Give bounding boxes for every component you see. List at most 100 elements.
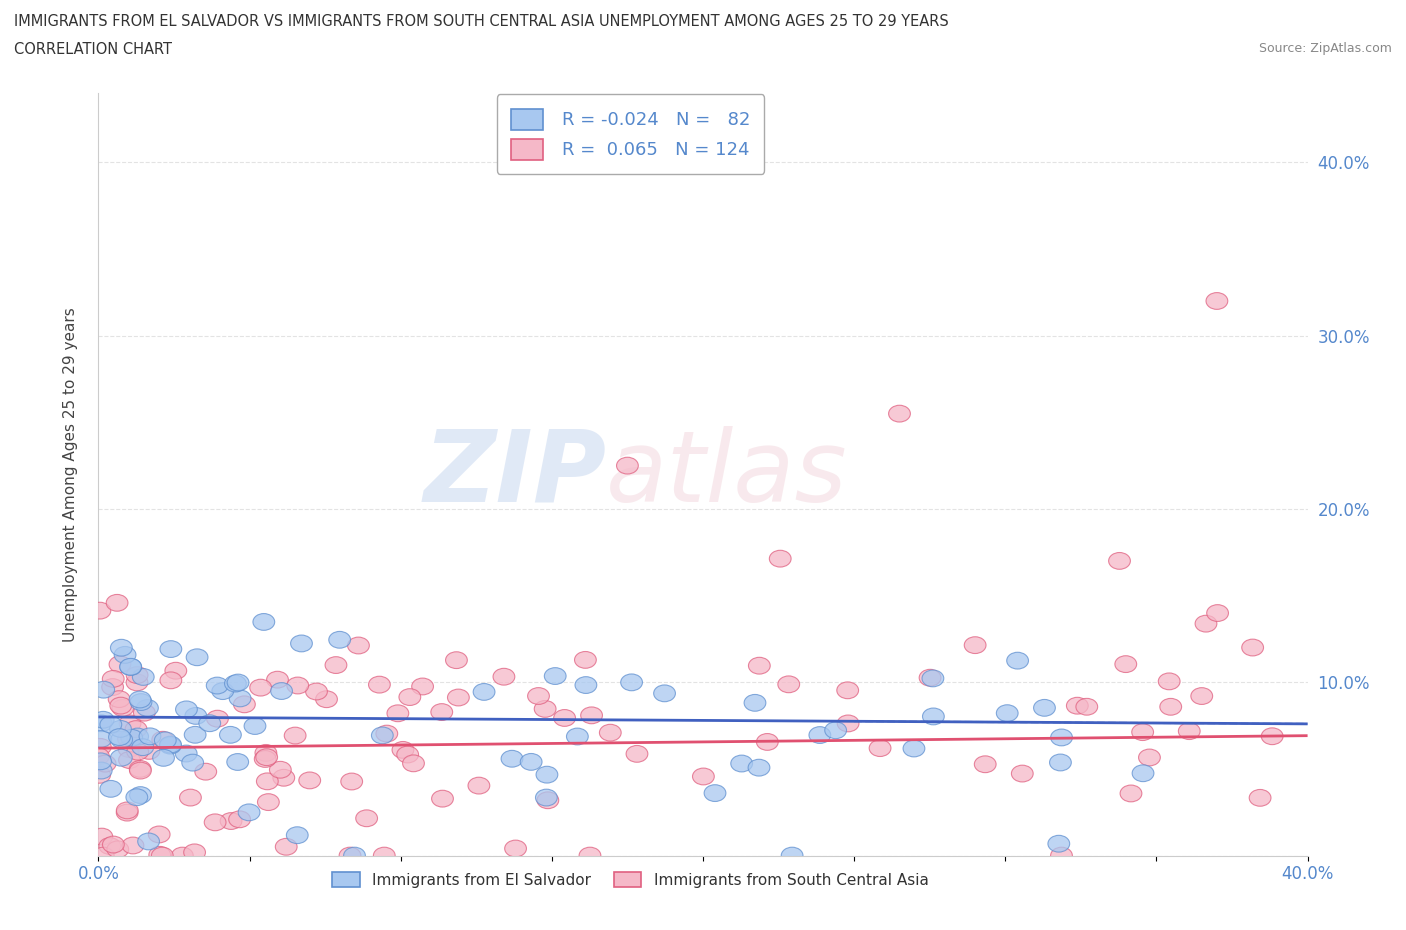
Ellipse shape — [399, 689, 420, 706]
Ellipse shape — [575, 652, 596, 669]
Ellipse shape — [402, 755, 425, 772]
Ellipse shape — [207, 711, 228, 727]
Text: ZIP: ZIP — [423, 426, 606, 523]
Text: CORRELATION CHART: CORRELATION CHART — [14, 42, 172, 57]
Ellipse shape — [121, 729, 142, 746]
Ellipse shape — [825, 722, 846, 738]
Ellipse shape — [501, 751, 523, 767]
Ellipse shape — [537, 791, 558, 809]
Ellipse shape — [432, 790, 453, 807]
Ellipse shape — [693, 768, 714, 785]
Ellipse shape — [238, 804, 260, 821]
Ellipse shape — [90, 731, 112, 748]
Ellipse shape — [412, 678, 433, 695]
Ellipse shape — [250, 679, 271, 696]
Ellipse shape — [118, 740, 141, 757]
Ellipse shape — [93, 711, 114, 728]
Ellipse shape — [626, 746, 648, 763]
Ellipse shape — [127, 789, 148, 805]
Ellipse shape — [93, 682, 114, 698]
Ellipse shape — [195, 764, 217, 780]
Ellipse shape — [245, 718, 266, 735]
Ellipse shape — [111, 639, 132, 657]
Ellipse shape — [1011, 765, 1033, 782]
Y-axis label: Unemployment Among Ages 25 to 29 years: Unemployment Among Ages 25 to 29 years — [63, 307, 77, 642]
Ellipse shape — [343, 847, 366, 864]
Ellipse shape — [120, 658, 142, 675]
Ellipse shape — [131, 694, 152, 711]
Ellipse shape — [225, 675, 246, 692]
Ellipse shape — [1159, 673, 1180, 690]
Ellipse shape — [229, 811, 250, 828]
Ellipse shape — [581, 707, 602, 724]
Ellipse shape — [132, 738, 153, 755]
Ellipse shape — [527, 687, 550, 704]
Ellipse shape — [536, 790, 557, 806]
Ellipse shape — [837, 715, 859, 732]
Ellipse shape — [134, 704, 155, 721]
Ellipse shape — [271, 683, 292, 699]
Ellipse shape — [256, 749, 277, 765]
Ellipse shape — [617, 458, 638, 474]
Ellipse shape — [889, 405, 910, 422]
Ellipse shape — [219, 726, 242, 743]
Ellipse shape — [118, 751, 141, 768]
Ellipse shape — [284, 727, 307, 744]
Ellipse shape — [118, 731, 139, 748]
Ellipse shape — [1206, 604, 1229, 621]
Ellipse shape — [1132, 764, 1154, 781]
Ellipse shape — [1121, 785, 1142, 802]
Text: Source: ZipAtlas.com: Source: ZipAtlas.com — [1258, 42, 1392, 55]
Ellipse shape — [228, 674, 249, 691]
Ellipse shape — [778, 676, 800, 693]
Ellipse shape — [387, 705, 409, 722]
Ellipse shape — [869, 739, 891, 756]
Ellipse shape — [111, 731, 132, 748]
Legend: Immigrants from El Salvador, Immigrants from South Central Asia: Immigrants from El Salvador, Immigrants … — [326, 866, 935, 894]
Ellipse shape — [98, 838, 121, 855]
Ellipse shape — [704, 785, 725, 802]
Ellipse shape — [1139, 749, 1160, 766]
Ellipse shape — [101, 679, 124, 696]
Ellipse shape — [93, 847, 114, 864]
Ellipse shape — [267, 671, 288, 688]
Ellipse shape — [1047, 835, 1070, 852]
Ellipse shape — [90, 738, 111, 755]
Ellipse shape — [103, 671, 124, 687]
Ellipse shape — [748, 658, 770, 674]
Ellipse shape — [922, 670, 943, 686]
Ellipse shape — [122, 837, 143, 854]
Ellipse shape — [89, 766, 111, 783]
Ellipse shape — [620, 674, 643, 691]
Ellipse shape — [107, 594, 128, 611]
Ellipse shape — [125, 721, 146, 737]
Ellipse shape — [94, 755, 115, 772]
Ellipse shape — [339, 847, 361, 864]
Ellipse shape — [138, 833, 159, 850]
Ellipse shape — [997, 705, 1018, 722]
Ellipse shape — [204, 814, 226, 830]
Ellipse shape — [1066, 698, 1088, 714]
Ellipse shape — [808, 726, 831, 743]
Ellipse shape — [172, 847, 193, 864]
Ellipse shape — [356, 810, 377, 827]
Ellipse shape — [233, 696, 256, 712]
Ellipse shape — [139, 728, 160, 745]
Ellipse shape — [474, 684, 495, 700]
Ellipse shape — [1206, 293, 1227, 310]
Ellipse shape — [127, 667, 148, 684]
Ellipse shape — [127, 728, 149, 745]
Ellipse shape — [1261, 728, 1284, 745]
Ellipse shape — [159, 737, 181, 754]
Ellipse shape — [152, 847, 173, 864]
Ellipse shape — [254, 751, 276, 767]
Ellipse shape — [165, 662, 187, 679]
Text: IMMIGRANTS FROM EL SALVADOR VS IMMIGRANTS FROM SOUTH CENTRAL ASIA UNEMPLOYMENT A: IMMIGRANTS FROM EL SALVADOR VS IMMIGRANT… — [14, 14, 949, 29]
Ellipse shape — [136, 699, 159, 716]
Ellipse shape — [207, 677, 228, 694]
Ellipse shape — [108, 691, 129, 708]
Ellipse shape — [160, 672, 181, 689]
Ellipse shape — [254, 745, 277, 762]
Ellipse shape — [120, 715, 141, 732]
Ellipse shape — [1050, 729, 1073, 746]
